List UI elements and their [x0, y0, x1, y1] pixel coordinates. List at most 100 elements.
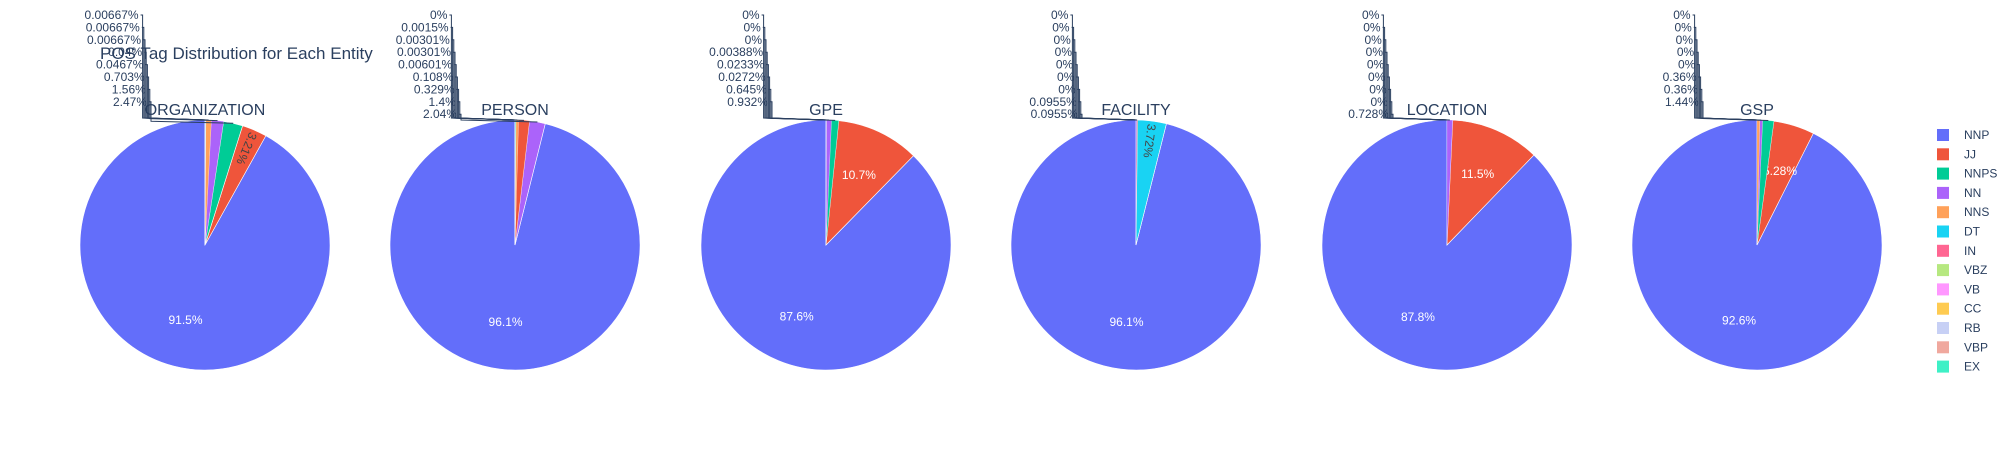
legend-item-in[interactable]: IN	[1937, 244, 1976, 258]
legend-swatch	[1937, 206, 1949, 219]
legend-label: DT	[1964, 225, 1981, 239]
legend-label: CC	[1964, 302, 1982, 316]
leader-line	[1692, 14, 1758, 121]
slice-label: 0.0272%	[718, 70, 766, 84]
legend-label: NN	[1964, 186, 1981, 200]
slice-label: 96.1%	[489, 315, 523, 329]
legend-label: VBZ	[1964, 263, 1987, 277]
slice-label: 0%	[1053, 33, 1071, 47]
slice-label: 0%	[743, 20, 761, 34]
slice-label: 0.36%	[1664, 82, 1698, 96]
legend-item-vb[interactable]: VB	[1937, 282, 1980, 296]
legend-swatch	[1937, 322, 1949, 334]
slice-label: 1.4%	[428, 95, 456, 109]
slice-label: 0%	[1364, 33, 1382, 47]
slice-label: 0%	[1677, 45, 1695, 59]
legend-item-jj[interactable]: JJ	[1937, 147, 1976, 161]
legend-label: VBP	[1964, 340, 1988, 354]
chart-title: POS Tag Distribution for Each Entity	[100, 44, 373, 63]
slice-label: 0.0955%	[1031, 107, 1079, 121]
slice-label: 5.28%	[1763, 164, 1797, 178]
legend-label: JJ	[1964, 147, 1976, 161]
slice-label: 0%	[745, 33, 763, 47]
legend-item-cc[interactable]: CC	[1937, 302, 1982, 316]
slice-label: 3.72%	[1140, 123, 1158, 159]
slice-label: 0%	[1057, 70, 1075, 84]
legend-swatch	[1937, 360, 1949, 373]
slice-label: 0.04%	[108, 45, 142, 59]
slice-label: 11.5%	[1461, 167, 1494, 181]
slice-label: 0%	[1369, 82, 1387, 96]
legend-item-nns[interactable]: NNS	[1937, 205, 1989, 219]
pie-subtitle: PERSON	[481, 102, 549, 119]
legend-label: NNPS	[1964, 167, 1997, 181]
legend-item-nnps[interactable]: NNPS	[1937, 167, 1997, 181]
slice-label: 0.00667%	[86, 20, 140, 34]
slice-label: 0%	[430, 8, 448, 22]
slice-label: 1.44%	[1665, 95, 1699, 109]
legend-item-vbp[interactable]: VBP	[1937, 340, 1988, 354]
slice-label: 0.728%	[1348, 107, 1389, 121]
leader-line	[761, 14, 827, 121]
slice-label: 0%	[1674, 20, 1692, 34]
slice-label: 0%	[1051, 8, 1069, 22]
legend-item-ex[interactable]: EX	[1937, 360, 1980, 374]
slice-label: 0%	[1367, 58, 1385, 72]
legend-swatch	[1937, 129, 1949, 141]
legend-item-rb[interactable]: RB	[1937, 321, 1981, 335]
slice-label: 87.8%	[1401, 310, 1435, 324]
slice-label: 1.56%	[112, 82, 146, 96]
pie-subtitle: LOCATION	[1407, 102, 1488, 119]
pie-subtitle: GPE	[809, 102, 843, 119]
slice-label: 0.645%	[726, 82, 767, 96]
legend-swatch	[1937, 148, 1949, 161]
legend-item-dt[interactable]: DT	[1937, 225, 1981, 239]
slice-label: 0.0233%	[717, 58, 765, 72]
legend-item-vbz[interactable]: VBZ	[1937, 263, 1987, 277]
slice-label: 0.329%	[414, 82, 455, 96]
slice-label: 0%	[1056, 58, 1074, 72]
slice-label: 92.6%	[1722, 313, 1756, 327]
slice-label: 0.108%	[413, 70, 454, 84]
legend-swatch	[1937, 283, 1949, 296]
pie-slice-jj[interactable]	[1446, 119, 1535, 246]
slice-label: 0%	[1363, 20, 1381, 34]
slice-label: 10.7%	[842, 168, 876, 182]
legend-label: EX	[1964, 360, 1980, 374]
legend-swatch	[1937, 302, 1949, 315]
slice-label: 0%	[1052, 20, 1070, 34]
legend[interactable]: NNP JJ NNPS NN NNS DT IN VBZ VB CC RB VBP EX	[1937, 128, 1997, 374]
pie-subtitle: GSP	[1740, 102, 1774, 119]
leader-line	[449, 14, 516, 121]
slice-label: 0%	[1055, 45, 1073, 59]
slice-label: 0.0015%	[401, 20, 449, 34]
slice-label: 0%	[742, 8, 760, 22]
legend-item-nn[interactable]: NN	[1937, 186, 1981, 200]
legend-swatch	[1937, 167, 1949, 180]
slice-label: 0%	[1676, 33, 1694, 47]
legend-swatch	[1937, 341, 1949, 354]
slice-label: 0%	[1058, 82, 1076, 96]
legend-label: NNS	[1964, 205, 1989, 219]
pie-slice-jj[interactable]	[825, 120, 914, 246]
legend-swatch	[1937, 244, 1949, 257]
slice-label: 0%	[1368, 70, 1386, 84]
slice-label: 0.00601%	[398, 58, 452, 72]
slice-label: 0%	[1362, 8, 1380, 22]
slice-label: 0.932%	[727, 95, 768, 109]
legend-item-nnp[interactable]: NNP	[1937, 128, 1989, 142]
slice-label: 91.5%	[169, 313, 203, 327]
slice-label: 0.703%	[104, 70, 145, 84]
pie-subtitle: FACILITY	[1101, 102, 1171, 119]
legend-label: VB	[1964, 282, 1980, 296]
leader-line	[140, 14, 206, 121]
pie-subtitle: ORGANIZATION	[145, 102, 266, 119]
slice-label: 96.1%	[1109, 315, 1143, 329]
legend-swatch	[1937, 264, 1949, 277]
slice-label: 0.0467%	[96, 58, 144, 72]
slice-label: 0.00301%	[396, 33, 450, 47]
slice-label: 0.00388%	[709, 45, 763, 59]
legend-label: RB	[1964, 321, 1981, 335]
